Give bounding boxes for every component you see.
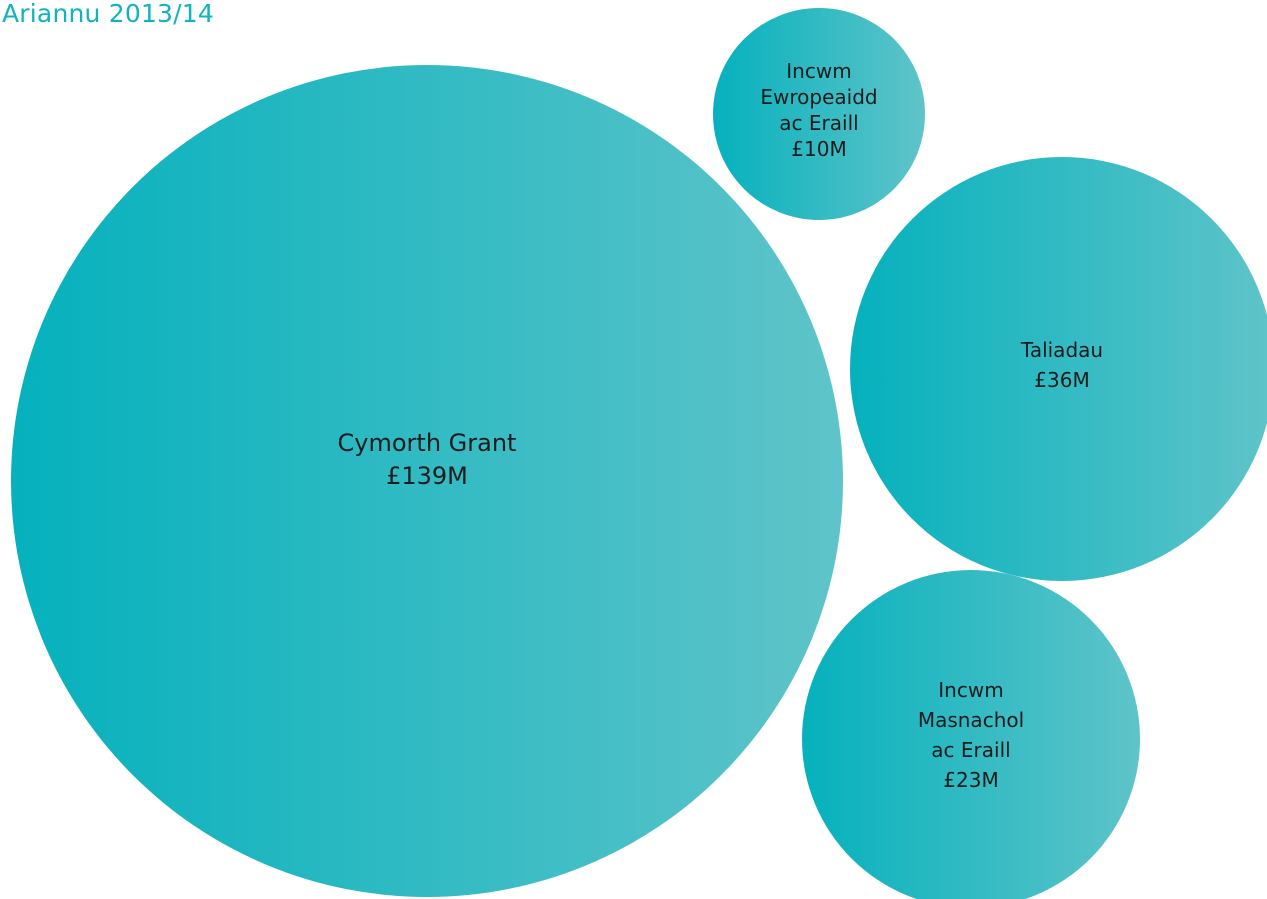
bubble-label-line: Masnachol [918, 708, 1024, 732]
bubble-label-incwm-ewropeaidd-ac-eraill: Incwm Ewropeaidd ac Eraill £10M [760, 59, 877, 161]
bubble-label-taliadau: Taliadau £36M [1020, 338, 1103, 392]
bubble-taliadau [850, 157, 1267, 581]
bubble-label-line: ac Eraill [779, 111, 858, 135]
bubble-label-incwm-masnachol-ac-eraill: Incwm Masnachol ac Eraill £23M [918, 678, 1024, 792]
bubble-label-line: £36M [1034, 368, 1089, 392]
bubble-label-line: Ewropeaidd [760, 85, 877, 109]
bubble-label-line: £10M [791, 137, 846, 161]
bubble-label-line: £139M [386, 462, 468, 490]
bubble-label-line: Incwm [786, 59, 851, 83]
bubble-label-line: ac Eraill [931, 738, 1010, 762]
bubble-label-line: Incwm [938, 678, 1003, 702]
bubble-label-cymorth-grant: Cymorth Grant £139M [338, 429, 517, 490]
bubble-cymorth-grant [11, 65, 843, 897]
bubble-label-line: £23M [943, 768, 998, 792]
bubble-label-line: Taliadau [1020, 338, 1103, 362]
bubble-incwm-ewropeaidd-ac-eraill [713, 8, 925, 220]
bubble-label-line: Cymorth Grant [338, 429, 517, 457]
chart-title: Ariannu 2013/14 [2, 0, 214, 28]
bubble-incwm-masnachol-ac-eraill [802, 570, 1140, 899]
